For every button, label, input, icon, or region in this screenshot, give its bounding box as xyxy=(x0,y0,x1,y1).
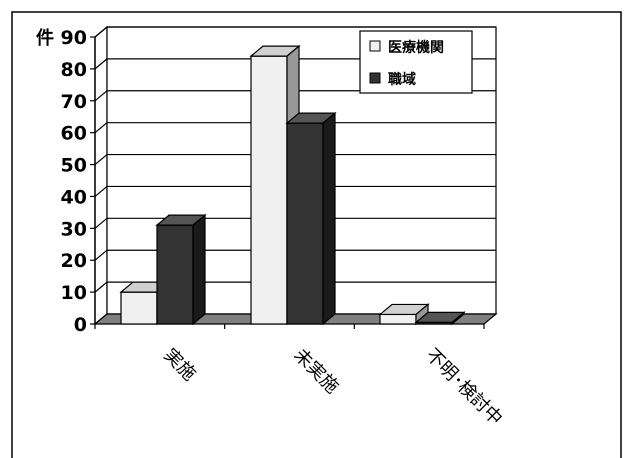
y-tick-label: 20 xyxy=(61,250,87,272)
y-tick-label: 70 xyxy=(61,91,87,113)
side-wall xyxy=(94,25,108,326)
bar-front xyxy=(156,224,194,325)
legend-label-workplace: 職域 xyxy=(388,71,416,88)
bar-front xyxy=(250,55,288,325)
gridline-side xyxy=(94,90,108,102)
y-tick-label: 40 xyxy=(61,186,87,208)
legend-swatch-clinic xyxy=(369,40,381,52)
legend: 医療機関 職域 xyxy=(359,30,473,94)
legend-swatch-workplace xyxy=(369,72,381,84)
bar-side xyxy=(192,213,206,326)
gridline-side xyxy=(94,26,108,38)
y-tick-label: 80 xyxy=(61,59,87,81)
gridline-side xyxy=(94,154,108,166)
gridline-side xyxy=(94,249,108,261)
y-tick-label: 60 xyxy=(61,123,87,145)
bars xyxy=(119,44,466,326)
gridline-side xyxy=(94,217,108,229)
gridline-side xyxy=(94,281,108,293)
bar-front xyxy=(379,313,417,325)
y-tick-label: 90 xyxy=(61,27,87,49)
x-category-label: 実施 xyxy=(159,345,199,385)
y-tick-label: 50 xyxy=(61,155,87,177)
bar-front xyxy=(120,291,158,325)
x-category-label: 不明･検討中 xyxy=(421,345,506,430)
y-tick-label: 10 xyxy=(61,282,87,304)
gridline-side xyxy=(94,185,108,197)
gridline-side xyxy=(94,58,108,70)
bar-front xyxy=(286,122,324,325)
y-tick-label: 30 xyxy=(61,218,87,240)
y-axis-unit: 件 xyxy=(36,27,54,49)
bar-side xyxy=(451,311,465,326)
x-axis-categories: 実施 未実施 不明･検討中 xyxy=(159,345,506,430)
chart-frame xyxy=(11,11,622,458)
legend-label-clinic: 医療機関 xyxy=(388,39,444,56)
y-tick-label: 0 xyxy=(74,314,87,336)
bar-side xyxy=(322,111,336,326)
gridline-side xyxy=(94,122,108,134)
x-category-label: 未実施 xyxy=(289,345,342,398)
y-axis-ticks: 0 10 20 30 40 50 60 70 80 90 xyxy=(61,27,485,336)
